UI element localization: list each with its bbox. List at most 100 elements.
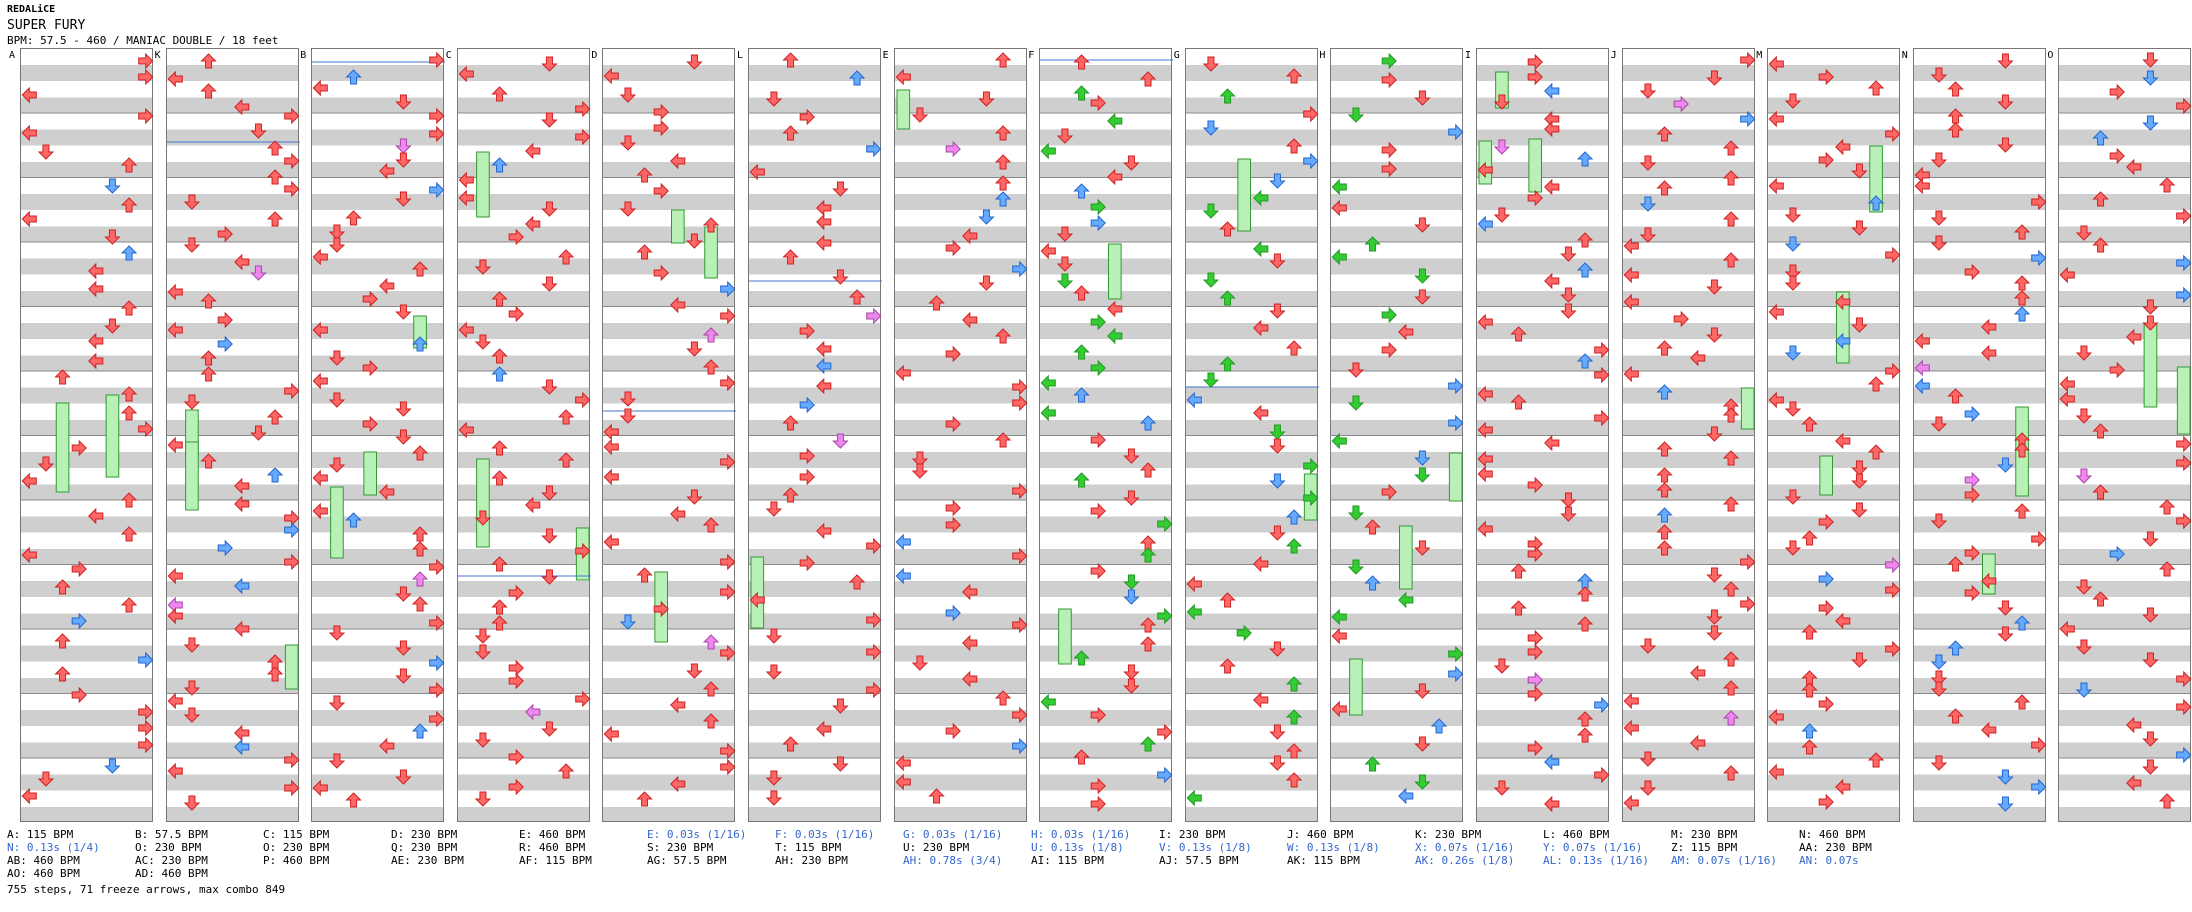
step-arrow-up [1801, 723, 1818, 739]
step-arrow-up [412, 541, 429, 557]
step-arrow-down [1639, 638, 1656, 654]
step-arrow-up [1722, 651, 1739, 667]
step-arrow-left [1040, 404, 1056, 422]
step-arrow-up [1219, 88, 1236, 104]
step-arrow-right [799, 322, 815, 340]
step-arrow-right [945, 722, 961, 740]
step-arrow-up [1655, 507, 1673, 523]
step-arrow-down [1784, 489, 1802, 505]
step-arrow-up [1073, 472, 1090, 488]
column-notes [2059, 52, 2192, 809]
step-arrow-up [266, 211, 283, 227]
step-arrow-up [54, 579, 71, 595]
step-arrow-left [1835, 293, 1851, 311]
step-arrow-up [2092, 591, 2110, 607]
step-arrow-up [491, 157, 508, 173]
legend-entry: AL: 0.13s (1/16) [1543, 854, 1649, 867]
step-arrow-down [395, 668, 412, 684]
step-arrow-up [1722, 450, 1739, 466]
step-arrow-down [249, 425, 267, 441]
step-arrow-down [2142, 607, 2160, 623]
step-arrow-up [412, 261, 429, 277]
step-arrow-down [1493, 780, 1511, 796]
step-arrow-left [1689, 734, 1705, 752]
step-arrow-left [1040, 374, 1056, 392]
step-arrow-right [1527, 53, 1543, 71]
step-arrow-right [945, 415, 961, 433]
step-arrow-right [1448, 665, 1464, 683]
step-arrow-down [765, 628, 783, 644]
step-arrow-up [2013, 503, 2031, 519]
step-arrow-right [1739, 553, 1755, 571]
step-arrow-right [1382, 341, 1398, 359]
step-arrow-left [458, 65, 474, 83]
step-arrow-up [2013, 615, 2031, 631]
step-arrow-right [1885, 640, 1901, 658]
step-arrow-left [167, 762, 183, 780]
column-notes [1623, 51, 1755, 812]
step-arrow-up [1576, 727, 1594, 743]
measure-column-7 [893, 48, 1027, 822]
step-arrow-right [1448, 414, 1464, 432]
step-arrow-down [1123, 574, 1140, 590]
step-arrow-up [491, 470, 508, 486]
step-arrow-up [1801, 624, 1818, 640]
step-arrow-left [1623, 692, 1639, 710]
freeze-arrow [704, 226, 719, 279]
step-arrow-left [1980, 572, 1997, 590]
step-arrow-left [167, 567, 183, 585]
step-arrow-down [1414, 268, 1432, 284]
step-arrow-right [138, 736, 154, 754]
step-arrow-down [1851, 473, 1868, 489]
section-marker: M [1756, 50, 1763, 61]
step-arrow-down [1348, 505, 1365, 521]
step-arrow-down [395, 769, 412, 785]
step-arrow-right [1157, 607, 1173, 625]
step-arrow-down [2142, 52, 2160, 68]
step-arrow-left [1107, 112, 1123, 130]
step-arrow-up [1510, 394, 1527, 410]
step-arrow-left [233, 577, 249, 595]
legend-entry: O: 230 BPM [135, 841, 202, 854]
step-arrow-right [508, 659, 524, 677]
step-arrow-right [1964, 405, 1980, 423]
step-arrow-left [1331, 199, 1348, 217]
step-arrow-down [1202, 203, 1219, 219]
freeze-arrow [2177, 366, 2191, 435]
step-arrow-up [491, 86, 508, 102]
step-arrow-right [508, 228, 524, 246]
step-arrow-up [1722, 710, 1739, 726]
freeze-arrow [1449, 452, 1463, 502]
step-arrow-left [1398, 787, 1414, 805]
step-arrow-left [1768, 110, 1784, 128]
step-arrow-up [927, 295, 945, 311]
step-arrow-up [412, 445, 429, 461]
step-arrow-left [379, 483, 395, 501]
step-arrow-down [1705, 70, 1723, 86]
step-arrow-right [283, 152, 299, 170]
column-notes [457, 56, 591, 807]
step-arrow-up [199, 453, 217, 469]
step-arrow-right [1382, 71, 1398, 89]
step-arrow-right [508, 672, 524, 690]
step-arrow-left [1252, 319, 1269, 337]
step-arrow-up [1722, 496, 1739, 512]
step-arrow-right [429, 710, 445, 728]
step-arrow-down [1930, 755, 1947, 771]
step-arrow-up [994, 175, 1011, 191]
step-arrow-down [1269, 525, 1286, 541]
step-arrow-right [429, 558, 445, 576]
step-arrow-up [2092, 237, 2110, 253]
step-arrow-left [816, 720, 832, 738]
step-arrow-down [104, 178, 121, 194]
step-arrow-up [120, 492, 138, 508]
step-arrow-up [266, 140, 283, 156]
step-arrow-right [2110, 545, 2126, 563]
step-arrow-up [994, 191, 1011, 207]
step-arrow-down [1348, 362, 1365, 378]
step-arrow-left [816, 377, 832, 395]
step-arrow-down [541, 721, 558, 737]
step-arrow-right [1157, 723, 1173, 741]
freeze-arrow [475, 458, 490, 548]
step-arrow-right [945, 345, 961, 363]
